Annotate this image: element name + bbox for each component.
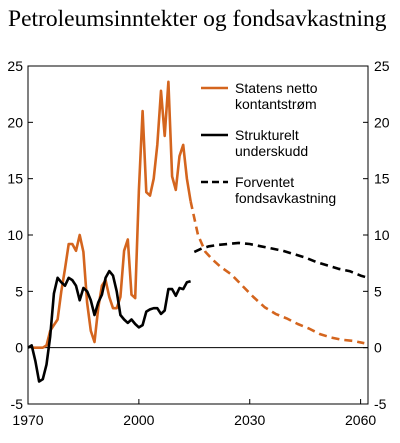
y-tick-label-left: 15 <box>7 171 23 187</box>
y-tick-label-right: -5 <box>374 396 387 412</box>
y-tick-label-right: 20 <box>374 114 390 130</box>
axes <box>27 65 369 405</box>
x-tick-label: 2000 <box>123 412 154 428</box>
legend-label-0: Statens netto <box>235 80 318 96</box>
series-line-1 <box>189 200 365 345</box>
series-lines <box>27 80 369 383</box>
legend-label-2: Forventet <box>235 174 294 190</box>
y-tick-label-right: 15 <box>374 171 390 187</box>
series-line-2 <box>27 269 191 383</box>
y-tick-label-left: 10 <box>7 227 23 243</box>
y-tick-label-right: 25 <box>374 58 390 74</box>
y-tick-label-left: -5 <box>11 396 24 412</box>
x-tick-label: 1970 <box>12 412 43 428</box>
y-tick-label-right: 0 <box>374 340 382 356</box>
y-tick-label-left: 5 <box>15 283 23 299</box>
series-line-0 <box>31 80 192 349</box>
legend-label-0: kontantstrøm <box>235 96 317 112</box>
legend-label-1: Strukturelt <box>235 127 299 143</box>
legend-label-1: underskudd <box>235 143 308 159</box>
y-tick-label-left: 25 <box>7 58 23 74</box>
x-tick-label: 2030 <box>234 412 265 428</box>
tick-labels: -5 -5 0 0 5 5 10 10 15 15 20 20 25 25 1970 2000 2030 2060 <box>7 58 389 428</box>
legend-label-2: fondsavkastning <box>235 190 336 206</box>
series-line-3 <box>193 241 369 280</box>
y-tick-label-right: 5 <box>374 283 382 299</box>
x-tick-label: 2060 <box>345 412 376 428</box>
y-tick-label-right: 10 <box>374 227 390 243</box>
y-tick-label-left: 20 <box>7 114 23 130</box>
y-tick-label-left: 0 <box>15 340 23 356</box>
chart-title: Petroleumsinntekter og fondsavkastning <box>8 6 387 32</box>
